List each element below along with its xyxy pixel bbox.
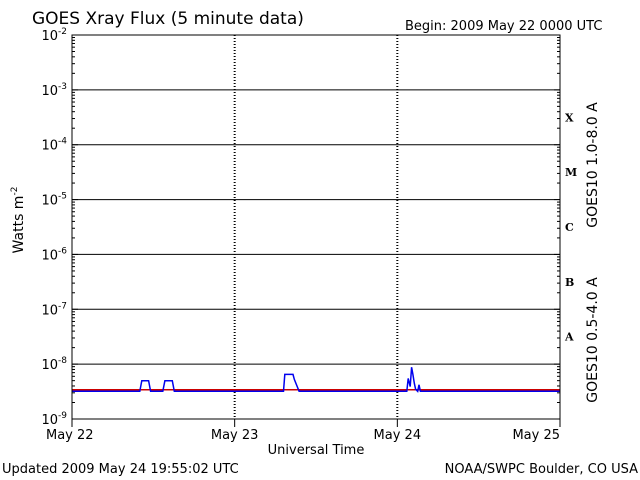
y-tick-label: 10-6 — [41, 246, 67, 263]
flare-class-x: X — [565, 111, 574, 124]
y-axis-ticks: 10-2 10-3 10-4 10-5 10-6 10-7 10-8 10-9 — [41, 27, 560, 428]
y-tick-label: 10-5 — [41, 192, 67, 209]
updated-time: Updated 2009 May 24 19:55:02 UTC — [2, 462, 239, 477]
flare-class-labels: X M C B A — [564, 111, 577, 343]
y-tick-label: 10-8 — [41, 356, 67, 373]
y-tick-label: 10-4 — [41, 137, 67, 154]
flare-class-b: B — [565, 276, 574, 289]
chart-grid — [72, 35, 560, 419]
y-tick-label: 10-3 — [41, 82, 67, 99]
chart-title: GOES Xray Flux (5 minute data) — [32, 9, 304, 29]
legend-goes10-short: GOES10 0.5-4.0 A — [585, 277, 601, 403]
x-tick-label: May 24 — [374, 428, 422, 443]
flare-class-m: M — [565, 166, 577, 179]
flare-class-c: C — [565, 221, 574, 234]
x-tick-label: May 23 — [211, 428, 259, 443]
y-tick-label: 10-2 — [41, 27, 67, 44]
begin-time: Begin: 2009 May 22 0000 UTC — [405, 19, 602, 34]
x-axis-ticks: May 22 May 23 May 24 May 25 — [46, 419, 561, 443]
x-tick-label: May 22 — [46, 428, 94, 443]
chart-series — [72, 367, 560, 393]
y-axis-label: Watts m-2 — [10, 187, 27, 254]
legend-goes10-long: GOES10 1.0-8.0 A — [585, 102, 601, 228]
flare-class-a: A — [564, 331, 574, 344]
credit-text: NOAA/SWPC Boulder, CO USA — [445, 462, 638, 477]
plot-frame — [71, 34, 561, 420]
x-axis-label: Universal Time — [268, 443, 365, 458]
y-tick-label: 10-7 — [41, 301, 67, 318]
series-goes10-short — [72, 367, 560, 393]
x-tick-label: May 25 — [512, 428, 560, 443]
y-tick-label: 10-9 — [41, 411, 67, 428]
